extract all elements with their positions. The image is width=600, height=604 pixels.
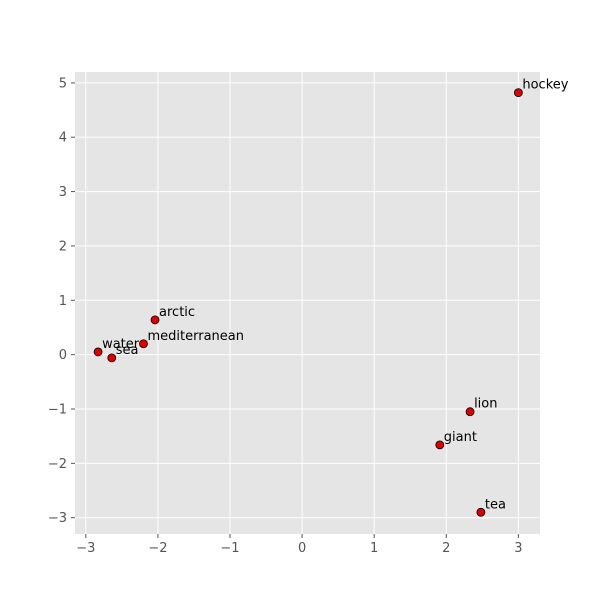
point-label-tea: tea	[485, 497, 506, 512]
y-tick-label: 5	[59, 76, 67, 91]
data-point-water	[93, 347, 103, 357]
x-tick-label: 3	[514, 541, 522, 556]
y-tick-label: −1	[48, 402, 67, 417]
data-point-sea	[107, 353, 117, 363]
data-point-hockey	[513, 88, 523, 98]
data-point-arctic	[150, 315, 160, 325]
x-tick-label: 1	[370, 541, 378, 556]
plot-area	[75, 72, 540, 534]
point-label-water: water	[102, 337, 140, 352]
y-tick-label: −2	[48, 457, 67, 472]
x-tick-label: −1	[220, 541, 239, 556]
data-point-tea	[476, 507, 486, 517]
point-label-mediterranean: mediterranean	[147, 329, 244, 344]
data-point-lion	[465, 407, 475, 417]
x-tick-label: 2	[442, 541, 450, 556]
data-points	[93, 88, 523, 517]
y-tick-label: 3	[59, 185, 67, 200]
data-point-mediterranean	[139, 339, 148, 349]
y-tick-label: 4	[59, 131, 67, 146]
x-tick-label: −2	[148, 541, 167, 556]
grid-lines	[75, 72, 540, 534]
y-tick-label: 0	[59, 348, 67, 363]
data-point-giant	[435, 440, 445, 450]
x-tick-label: 0	[298, 541, 306, 556]
point-label-lion: lion	[474, 397, 497, 412]
y-tick-label: −3	[48, 511, 67, 526]
y-tick-label: 1	[59, 294, 67, 309]
point-label-giant: giant	[444, 430, 477, 445]
axis-ticks: −3 −2 −1 0 1 2 3 −3 −2 −1 0 1 2 3 4 5	[48, 76, 523, 556]
point-label-arctic: arctic	[159, 305, 195, 320]
x-tick-label: −3	[76, 541, 95, 556]
y-tick-label: 2	[59, 239, 67, 254]
point-label-sea: sea	[116, 343, 139, 358]
point-label-hockey: hockey	[522, 78, 568, 93]
